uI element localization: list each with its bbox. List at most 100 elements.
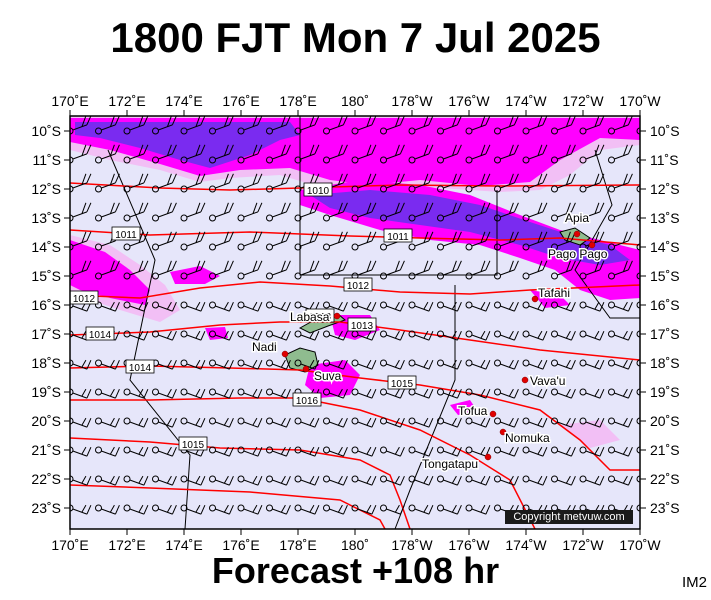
wind-barb <box>209 260 234 280</box>
wind-barb <box>408 475 434 486</box>
lat-label-right: 11˚S <box>650 152 679 168</box>
wind-barb <box>237 475 263 486</box>
wind-barb <box>494 388 519 399</box>
svg-text:Tongatapu: Tongatapu <box>422 457 478 471</box>
wind-barb <box>437 202 462 222</box>
wind-barb <box>70 417 92 428</box>
svg-text:1015: 1015 <box>182 440 205 451</box>
wind-barb <box>95 359 120 370</box>
wind-barb <box>636 156 640 164</box>
place-marker: Tofua <box>457 403 497 420</box>
isobar-label: 1012 <box>69 290 99 305</box>
wind-barb <box>351 202 377 222</box>
place-marker: Apia <box>564 210 591 238</box>
wind-barb <box>465 330 491 341</box>
wind-barb <box>522 173 548 193</box>
wind-barb <box>180 388 206 399</box>
wind-barb <box>380 388 405 399</box>
wind-barb <box>437 504 462 515</box>
wind-barb <box>465 260 491 280</box>
wind-barb <box>323 144 348 164</box>
lon-label-top: 170˚E <box>51 93 88 109</box>
wind-barb <box>266 388 291 399</box>
boundary-line <box>107 149 191 529</box>
wind-barb <box>237 446 263 457</box>
wind-barb <box>180 260 206 280</box>
lat-label-left: 20˚S <box>31 413 61 429</box>
wind-barb <box>636 301 640 309</box>
lat-label-left: 19˚S <box>31 384 61 400</box>
wind-barb <box>465 301 491 312</box>
wind-barb <box>522 475 548 486</box>
wind-barb <box>579 359 605 370</box>
wind-barb <box>180 359 206 370</box>
lat-label-right: 21˚S <box>650 442 680 458</box>
wind-barb <box>70 144 92 164</box>
wind-barb <box>123 475 149 486</box>
wind-barb <box>95 388 120 399</box>
place-marker: Vava'u <box>521 373 567 390</box>
isobar-line <box>70 437 411 529</box>
wind-barb <box>437 301 462 312</box>
rain-patch-west-inner <box>70 240 150 305</box>
isobar-label: 1013 <box>347 317 377 332</box>
wind-barb <box>437 475 462 486</box>
svg-text:Nomuka: Nomuka <box>505 431 550 445</box>
lat-label-left: 17˚S <box>31 326 61 342</box>
wind-barb <box>579 446 605 457</box>
svg-text:1015: 1015 <box>391 379 414 390</box>
wind-barb <box>551 330 576 341</box>
wind-barb <box>380 446 405 457</box>
wind-barb <box>152 475 177 486</box>
wind-barb <box>180 144 206 164</box>
wind-barb <box>266 475 291 486</box>
place-labels: Apia Pago Pago Tafahi Labasa Nadi Suva Vava'u T… <box>251 210 610 473</box>
wind-barb <box>351 116 377 135</box>
svg-text:1012: 1012 <box>347 281 370 292</box>
wind-barb <box>70 475 92 486</box>
wind-barb <box>209 446 234 457</box>
wind-barb <box>551 388 576 399</box>
lat-label-right: 22˚S <box>650 471 680 487</box>
wind-barb <box>408 330 434 341</box>
wind-barb <box>551 359 576 370</box>
wind-barb <box>636 330 640 338</box>
isobar-label: 1015 <box>178 436 208 451</box>
wind-barb <box>465 359 491 370</box>
wind-barb <box>408 173 434 193</box>
lat-label-right: 20˚S <box>650 413 680 429</box>
wind-barb <box>95 173 120 193</box>
wind-barb <box>123 202 149 222</box>
wind-barb <box>266 301 291 312</box>
wind-barb <box>522 417 548 428</box>
wind-barb <box>180 417 206 428</box>
wind-barb <box>465 475 491 486</box>
isobar-line <box>70 484 386 529</box>
wind-barb <box>551 260 576 280</box>
lon-label-bottom: 180˚ <box>341 537 369 553</box>
wind-barb <box>323 417 348 428</box>
wind-barb <box>70 446 92 457</box>
lat-label-left: 21˚S <box>31 442 61 458</box>
wind-barb <box>522 144 548 164</box>
wind-barb <box>608 417 633 428</box>
svg-text:1011: 1011 <box>387 232 409 243</box>
wind-barb <box>636 359 640 367</box>
wind-barb <box>636 475 640 483</box>
wind-barb <box>579 417 605 428</box>
lat-label-right: 13˚S <box>650 210 680 226</box>
wind-barb <box>408 446 434 457</box>
lat-label-left: 15˚S <box>31 268 61 284</box>
wind-barb <box>494 446 519 457</box>
lat-label-left: 13˚S <box>31 210 61 226</box>
isobar-label: 1012 <box>343 277 373 292</box>
wind-barb <box>95 504 120 515</box>
wind-barb <box>579 202 605 222</box>
wind-barb <box>152 417 177 428</box>
place-marker: Tafahi <box>531 285 572 303</box>
wind-barb <box>123 417 149 428</box>
wind-barb <box>465 202 491 222</box>
wind-barb <box>95 475 120 486</box>
wind-barb <box>180 475 206 486</box>
wind-barb <box>95 417 120 428</box>
